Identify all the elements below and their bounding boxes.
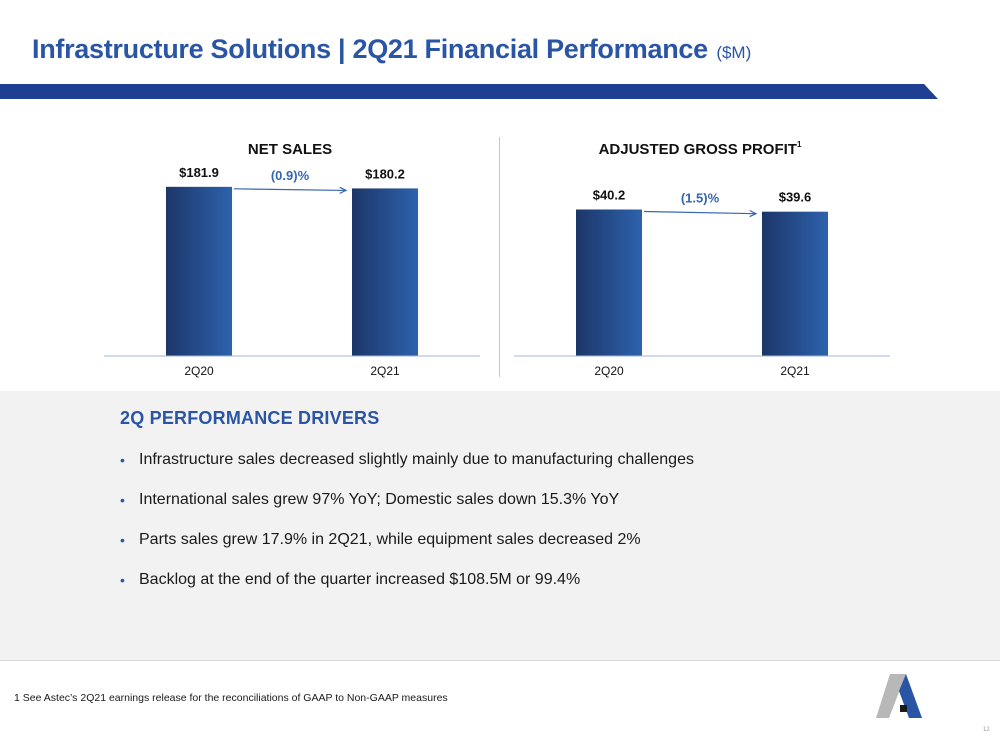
bar-value-label: $180.2 [365, 166, 405, 181]
page-title-unit: ($M) [716, 43, 752, 62]
header-banner [0, 84, 938, 99]
bullet-icon: • [120, 532, 125, 548]
performance-drivers-list: • Infrastructure sales decreased slightly… [120, 451, 694, 611]
driver-item: • Parts sales grew 17.9% in 2Q21, while e… [120, 531, 641, 548]
page-number: 12 [983, 727, 990, 733]
bar-value-label: $39.6 [779, 190, 812, 205]
performance-drivers-panel: 2Q PERFORMANCE DRIVERS • Infrastructure s… [0, 391, 1000, 661]
bar-2q20 [576, 209, 642, 356]
bullet-icon: • [120, 572, 125, 588]
driver-item: • Backlog at the end of the quarter incre… [120, 571, 581, 588]
chart-divider [499, 137, 500, 377]
net-sales-chart-plot: $181.9 2Q20 $180.2 2Q21 (0.9)% [104, 165, 480, 378]
change-percent-label: (0.9)% [271, 168, 310, 183]
page-title: Infrastructure Solutions | 2Q21 Financia… [32, 34, 751, 65]
bar-2q20 [166, 186, 232, 356]
bullet-icon: • [120, 492, 125, 508]
driver-item: • Infrastructure sales decreased slightly… [120, 451, 694, 468]
net-sales-chart-title: NET SALES [247, 141, 333, 158]
footnote: 1 See Astec’s 2Q21 earnings release for … [14, 692, 448, 704]
bar-value-label: $181.9 [179, 165, 219, 180]
adjusted-gross-profit-chart-title: ADJUSTED GROSS PROFIT1 [598, 140, 802, 158]
x-tick-label: 2Q20 [184, 364, 214, 378]
change-arrow-icon [233, 186, 348, 194]
x-tick-label: 2Q21 [370, 364, 400, 378]
bar-value-label: $40.2 [593, 187, 626, 202]
page-title-text: Infrastructure Solutions | 2Q21 Financia… [32, 34, 708, 64]
adjusted-gross-profit-chart-plot: $40.2 2Q20 $39.6 2Q21 (1.5)% [514, 187, 890, 378]
bar-2q21 [352, 188, 418, 356]
change-arrow-icon [643, 209, 758, 218]
performance-drivers-heading: 2Q PERFORMANCE DRIVERS [120, 408, 380, 428]
x-tick-label: 2Q20 [594, 364, 624, 378]
astec-a-logo-icon [876, 674, 922, 718]
driver-item: • International sales grew 97% YoY; Domes… [120, 491, 620, 508]
adjusted-gross-profit-chart: ADJUSTED GROSS PROFIT1 $40.2 2Q20 $39.6 2Q2… [490, 120, 910, 390]
x-tick-label: 2Q21 [780, 364, 810, 378]
bullet-icon: • [120, 452, 125, 468]
bar-2q21 [762, 211, 828, 356]
change-percent-label: (1.5)% [681, 190, 720, 205]
net-sales-chart: NET SALES $181.9 2Q20 $180.2 2Q21 (0.9)% [80, 120, 500, 390]
